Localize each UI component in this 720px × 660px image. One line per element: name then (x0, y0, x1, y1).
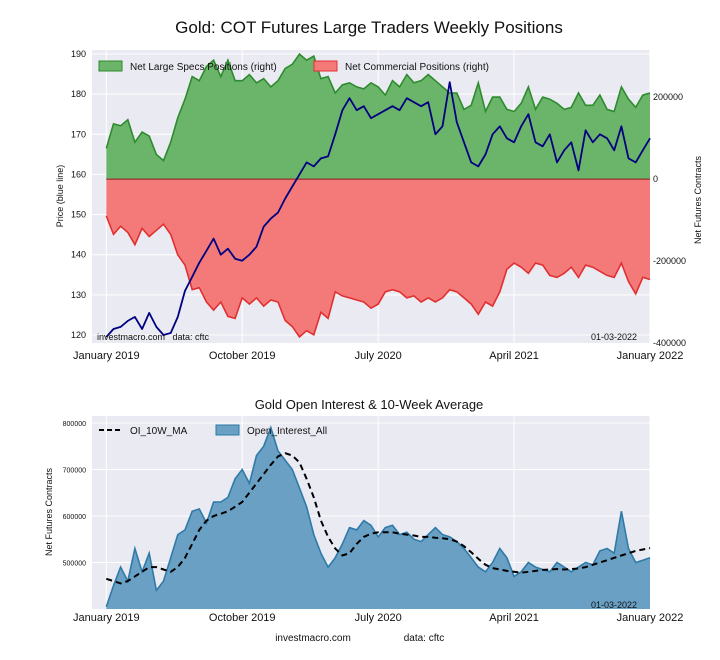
right-axis-ticks: -400000 -200000 0 200000 (653, 92, 686, 348)
left-axis-label: Price (blue line) (55, 165, 65, 228)
net-large-specs-area (105, 52, 651, 180)
oi-axis-label: Net Futures Contracts (44, 467, 54, 556)
legend-label-oi: Open_Interest_All (247, 426, 327, 437)
legend-label-commercial: Net Commercial Positions (right) (345, 62, 489, 73)
x-tick-label: April 2021 (489, 350, 539, 362)
oi-axis-ticks: 500000 600000 700000 800000 (63, 421, 86, 568)
oi-10w-ma-line (105, 452, 651, 585)
x-tick-label: October 2019 (209, 350, 276, 362)
date-label-bottom: 01-03-2022 (591, 600, 637, 610)
oi-fill (106, 427, 651, 609)
x-tick-label: October 2019 (209, 612, 276, 624)
oi-tick-label: 800000 (63, 421, 86, 428)
commercial-line (105, 215, 651, 339)
price-line (105, 81, 651, 338)
left-tick-label: 120 (71, 330, 86, 340)
left-tick-label: 190 (71, 49, 86, 59)
net-commercial-area (105, 179, 651, 339)
legend-swatch-specs (98, 60, 123, 72)
left-tick-label: 160 (71, 169, 86, 179)
oi-tick-label: 700000 (63, 467, 86, 474)
left-tick-label: 150 (71, 210, 86, 220)
right-axis-label: Net Futures Contracts (693, 155, 703, 244)
x-tick-label: January 2019 (73, 612, 140, 624)
x-tick-label: July 2020 (355, 350, 402, 362)
footer-source: data: cftc (404, 633, 445, 644)
date-label-top: 01-03-2022 (591, 332, 637, 342)
left-tick-label: 140 (71, 250, 86, 260)
x-axis-ticks-bottom: January 2019 October 2019 July 2020 April 2… (73, 612, 683, 624)
price-polyline (105, 81, 651, 338)
x-tick-label: January 2022 (617, 612, 684, 624)
open-interest-area (105, 425, 651, 609)
right-tick-label: -200000 (653, 256, 686, 266)
specs-fill (106, 54, 651, 180)
legend-swatch-oi (215, 424, 240, 436)
oi-tick-label: 600000 (63, 514, 86, 521)
legend-top: Net Large Specs Positions (right) Net Co… (98, 60, 489, 73)
open-interest-title: Gold Open Interest & 10-Week Average (255, 397, 484, 412)
x-axis-ticks-top: January 2019 October 2019 July 2020 April 2… (73, 350, 683, 362)
x-tick-label: July 2020 (355, 612, 402, 624)
watermark-top: investmacro.com data: cftc (97, 332, 210, 342)
x-tick-label: January 2019 (73, 350, 140, 362)
ma-polyline (105, 452, 651, 585)
legend-bottom: OI_10W_MA Open_Interest_All (99, 424, 327, 437)
right-tick-label: 200000 (653, 92, 683, 102)
footer-site: investmacro.com (275, 633, 351, 644)
oi-tick-label: 500000 (63, 560, 86, 567)
legend-swatch-commercial (313, 60, 338, 72)
open-interest-chart: Gold Open Interest & 10-Week Average 500… (44, 397, 683, 624)
cot-positions-chart: 120 130 140 150 160 170 180 190 -400000 -200000 0… (55, 49, 703, 362)
legend-label-specs: Net Large Specs Positions (right) (130, 62, 277, 73)
left-axis-ticks: 120 130 140 150 160 170 180 190 (71, 49, 86, 340)
left-tick-label: 180 (71, 89, 86, 99)
right-tick-label: 0 (653, 174, 658, 184)
x-tick-label: January 2022 (617, 350, 684, 362)
left-tick-label: 170 (71, 129, 86, 139)
left-tick-label: 130 (71, 290, 86, 300)
figure-title: Gold: COT Futures Large Traders Weekly P… (175, 18, 563, 37)
specs-line (105, 52, 651, 162)
oi-line (105, 425, 651, 607)
legend-label-ma: OI_10W_MA (130, 426, 188, 437)
right-tick-label: -400000 (653, 338, 686, 348)
x-tick-label: April 2021 (489, 612, 539, 624)
